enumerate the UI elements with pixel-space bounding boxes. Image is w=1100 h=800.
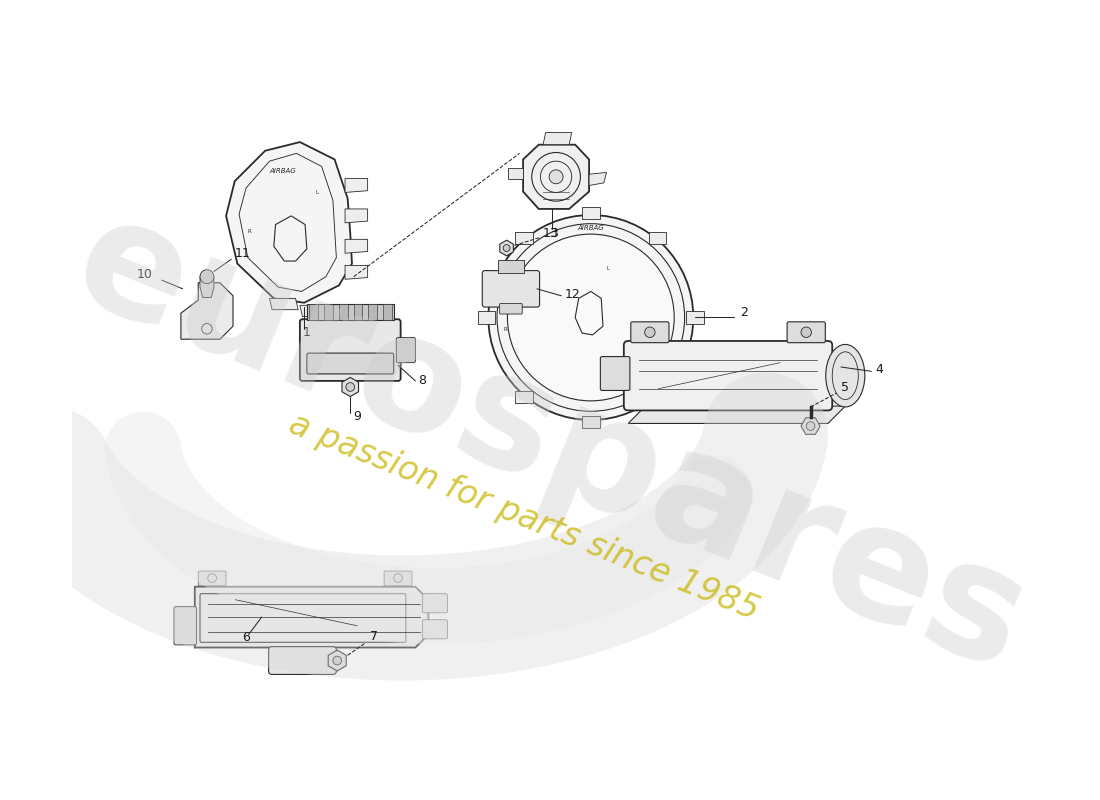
Text: eurospares: eurospares: [53, 182, 1047, 705]
FancyBboxPatch shape: [515, 231, 532, 244]
Polygon shape: [200, 277, 213, 298]
FancyBboxPatch shape: [198, 571, 227, 586]
Polygon shape: [180, 282, 233, 339]
FancyBboxPatch shape: [498, 260, 524, 274]
Polygon shape: [508, 168, 524, 179]
Polygon shape: [345, 266, 367, 279]
Circle shape: [345, 382, 354, 391]
Polygon shape: [300, 306, 329, 317]
FancyBboxPatch shape: [630, 322, 669, 342]
FancyBboxPatch shape: [649, 391, 667, 403]
Text: 1: 1: [302, 326, 311, 338]
Polygon shape: [270, 298, 298, 310]
Circle shape: [507, 234, 674, 401]
Circle shape: [645, 327, 656, 338]
FancyBboxPatch shape: [499, 303, 522, 314]
Circle shape: [503, 245, 510, 251]
Text: a passion for parts since 1985: a passion for parts since 1985: [284, 407, 763, 627]
FancyBboxPatch shape: [339, 305, 348, 320]
Circle shape: [333, 656, 342, 665]
Text: 2: 2: [740, 306, 748, 318]
FancyBboxPatch shape: [582, 416, 600, 428]
FancyBboxPatch shape: [649, 231, 667, 244]
FancyBboxPatch shape: [422, 620, 448, 639]
FancyBboxPatch shape: [396, 338, 416, 362]
Polygon shape: [227, 142, 352, 302]
Text: R: R: [504, 326, 507, 331]
FancyBboxPatch shape: [422, 594, 448, 613]
FancyBboxPatch shape: [515, 391, 532, 403]
FancyBboxPatch shape: [482, 270, 540, 307]
Text: AIRBAG: AIRBAG: [270, 168, 296, 174]
Polygon shape: [345, 209, 367, 223]
Polygon shape: [195, 586, 428, 647]
Text: 4: 4: [876, 363, 883, 376]
FancyBboxPatch shape: [307, 353, 394, 374]
FancyBboxPatch shape: [324, 305, 333, 320]
FancyBboxPatch shape: [788, 322, 825, 342]
Circle shape: [200, 270, 213, 284]
Text: 8: 8: [418, 374, 426, 387]
Text: L: L: [316, 190, 319, 195]
Text: 7: 7: [371, 630, 378, 642]
Polygon shape: [328, 650, 346, 671]
FancyBboxPatch shape: [384, 571, 411, 586]
Text: 12: 12: [564, 287, 581, 301]
FancyBboxPatch shape: [300, 319, 400, 381]
FancyBboxPatch shape: [309, 305, 318, 320]
Polygon shape: [801, 418, 821, 434]
Text: R: R: [248, 230, 252, 234]
FancyBboxPatch shape: [368, 305, 377, 320]
Text: 9: 9: [353, 410, 361, 423]
FancyBboxPatch shape: [582, 207, 600, 219]
Polygon shape: [342, 378, 359, 397]
Text: 6: 6: [242, 630, 250, 643]
FancyBboxPatch shape: [307, 305, 394, 320]
Circle shape: [549, 170, 563, 184]
Polygon shape: [590, 173, 606, 186]
FancyBboxPatch shape: [477, 311, 495, 323]
Text: AIRBAG: AIRBAG: [578, 225, 604, 231]
Text: 11: 11: [234, 246, 251, 260]
Polygon shape: [499, 240, 514, 256]
FancyBboxPatch shape: [686, 311, 704, 323]
Polygon shape: [345, 239, 367, 254]
Text: 5: 5: [840, 382, 849, 394]
Text: 13: 13: [543, 226, 559, 240]
FancyBboxPatch shape: [383, 305, 392, 320]
FancyBboxPatch shape: [624, 341, 833, 410]
Ellipse shape: [826, 345, 865, 407]
Text: 10: 10: [136, 269, 153, 282]
Polygon shape: [543, 133, 572, 145]
FancyBboxPatch shape: [601, 357, 630, 390]
FancyBboxPatch shape: [354, 305, 362, 320]
Text: 3: 3: [550, 226, 559, 240]
Polygon shape: [628, 406, 845, 423]
Polygon shape: [524, 145, 590, 209]
Circle shape: [488, 215, 693, 420]
FancyBboxPatch shape: [268, 646, 337, 674]
Text: L: L: [607, 266, 609, 270]
Circle shape: [806, 422, 815, 430]
Polygon shape: [345, 178, 367, 193]
Circle shape: [801, 327, 812, 338]
FancyBboxPatch shape: [174, 606, 197, 645]
